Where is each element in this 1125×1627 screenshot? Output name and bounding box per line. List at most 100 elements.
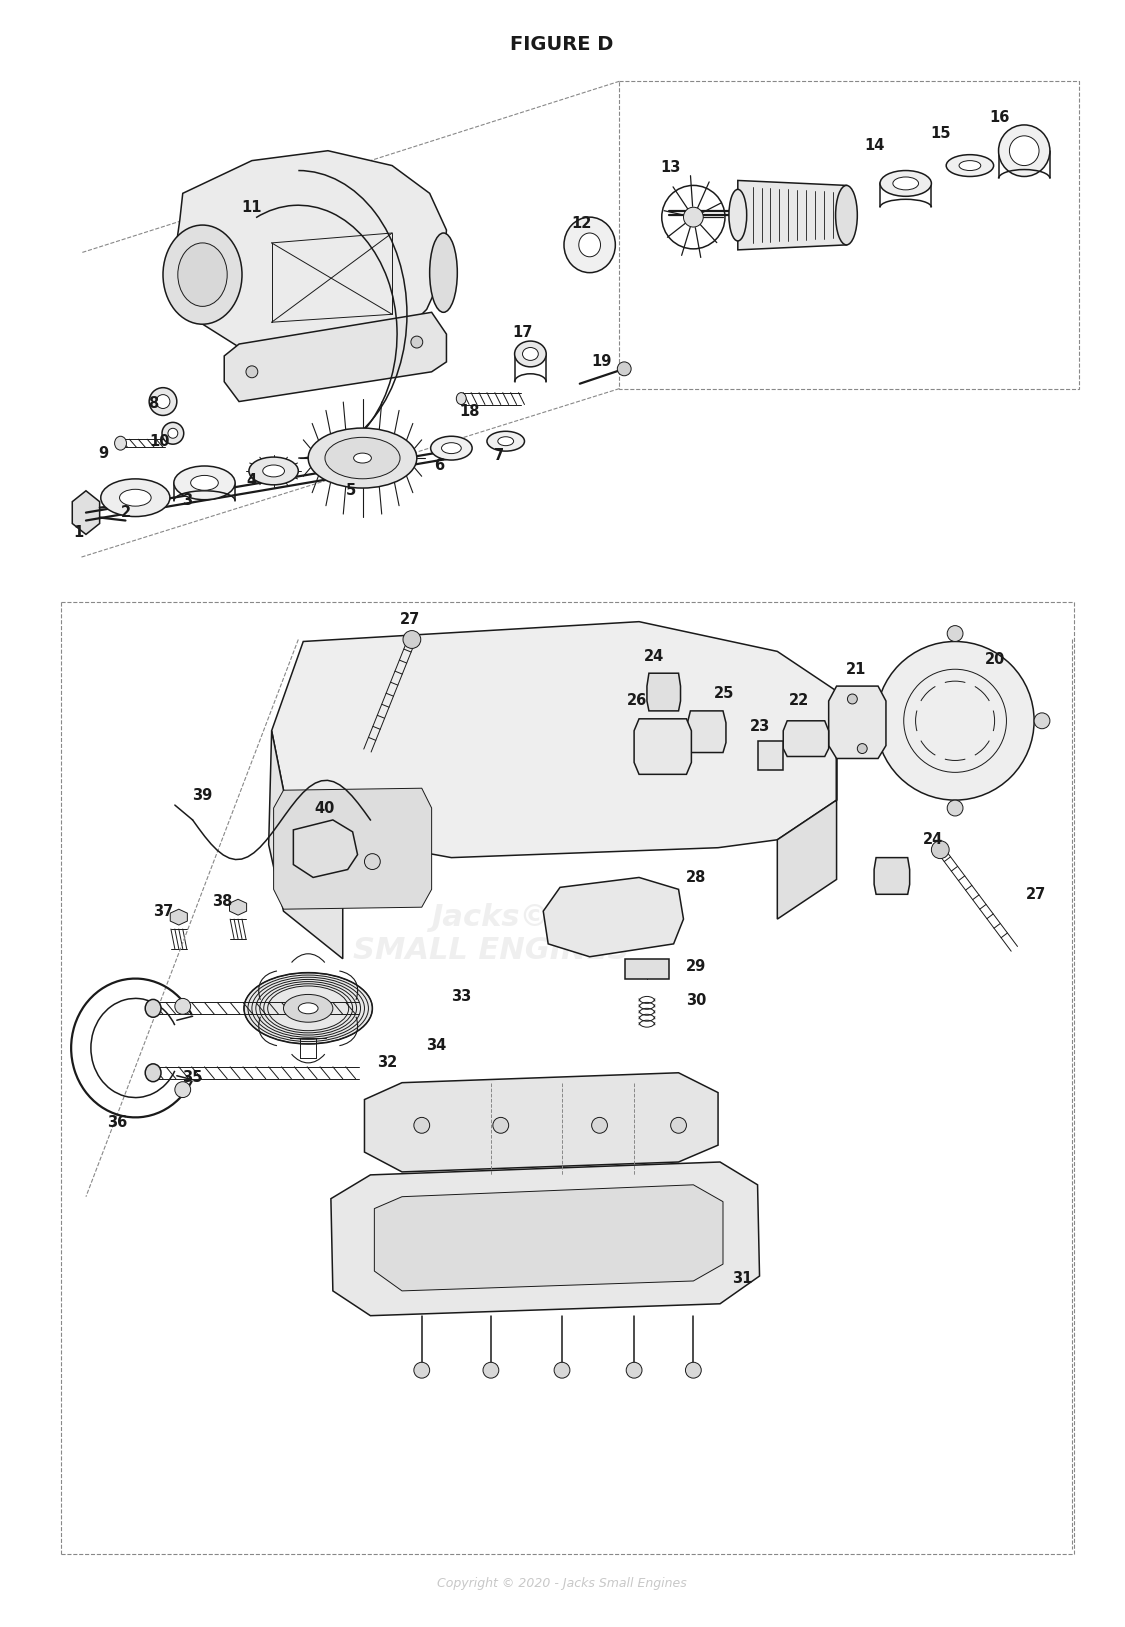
- Ellipse shape: [150, 387, 177, 415]
- Text: 30: 30: [686, 992, 706, 1007]
- Text: 17: 17: [512, 325, 533, 340]
- Text: 32: 32: [377, 1056, 397, 1071]
- Text: 28: 28: [686, 870, 706, 885]
- Text: 29: 29: [686, 960, 706, 975]
- Text: 40: 40: [315, 800, 335, 815]
- Polygon shape: [331, 1162, 759, 1316]
- Ellipse shape: [284, 994, 333, 1022]
- Polygon shape: [829, 687, 886, 758]
- Text: 15: 15: [930, 127, 951, 142]
- Text: 34: 34: [426, 1038, 447, 1054]
- Circle shape: [857, 744, 867, 753]
- Text: FIGURE D: FIGURE D: [511, 36, 614, 54]
- Text: 11: 11: [242, 200, 262, 215]
- Text: 38: 38: [213, 893, 233, 909]
- Text: 13: 13: [660, 159, 681, 176]
- Text: 12: 12: [572, 216, 592, 231]
- Ellipse shape: [487, 431, 524, 451]
- Ellipse shape: [244, 973, 372, 1045]
- Polygon shape: [375, 1184, 723, 1290]
- Ellipse shape: [893, 177, 918, 190]
- Circle shape: [947, 800, 963, 817]
- Ellipse shape: [190, 475, 218, 490]
- Text: 20: 20: [984, 652, 1005, 667]
- Text: 26: 26: [627, 693, 647, 708]
- Ellipse shape: [119, 490, 151, 506]
- Polygon shape: [687, 711, 726, 753]
- Text: 37: 37: [153, 903, 173, 919]
- Circle shape: [403, 631, 421, 649]
- Polygon shape: [229, 900, 246, 914]
- Ellipse shape: [325, 438, 400, 478]
- Polygon shape: [738, 181, 846, 251]
- Text: 16: 16: [989, 111, 1010, 125]
- Polygon shape: [174, 151, 447, 364]
- Polygon shape: [874, 857, 910, 895]
- Ellipse shape: [308, 428, 417, 488]
- Text: 2: 2: [120, 504, 130, 521]
- Text: 23: 23: [749, 719, 770, 734]
- Polygon shape: [72, 491, 100, 534]
- Text: 18: 18: [459, 403, 479, 420]
- Circle shape: [876, 641, 1034, 800]
- Text: 31: 31: [732, 1271, 753, 1285]
- Ellipse shape: [564, 216, 615, 273]
- Text: 1: 1: [73, 526, 83, 540]
- Ellipse shape: [457, 392, 466, 405]
- Ellipse shape: [298, 1002, 318, 1014]
- Text: 9: 9: [99, 446, 109, 460]
- Text: 21: 21: [846, 662, 866, 677]
- Text: 22: 22: [789, 693, 809, 708]
- Circle shape: [493, 1118, 508, 1134]
- Circle shape: [618, 361, 631, 376]
- Ellipse shape: [115, 436, 126, 451]
- Ellipse shape: [958, 161, 981, 171]
- Text: Jacks©
SMALL ENGINES: Jacks© SMALL ENGINES: [352, 903, 629, 965]
- Ellipse shape: [163, 225, 242, 324]
- Ellipse shape: [101, 478, 170, 516]
- Polygon shape: [543, 877, 684, 957]
- Ellipse shape: [946, 155, 993, 176]
- Circle shape: [932, 841, 950, 859]
- Ellipse shape: [249, 457, 298, 485]
- Polygon shape: [170, 909, 188, 926]
- Circle shape: [947, 626, 963, 641]
- Text: 5: 5: [345, 483, 356, 498]
- Ellipse shape: [836, 185, 857, 246]
- Text: 33: 33: [451, 989, 471, 1004]
- Ellipse shape: [431, 436, 472, 460]
- Polygon shape: [294, 820, 358, 877]
- Polygon shape: [647, 674, 681, 711]
- Ellipse shape: [430, 233, 458, 312]
- Polygon shape: [364, 1072, 718, 1171]
- Polygon shape: [273, 787, 432, 909]
- Text: 19: 19: [592, 355, 612, 369]
- Circle shape: [684, 207, 703, 228]
- Circle shape: [685, 1362, 701, 1378]
- Ellipse shape: [168, 428, 178, 438]
- Text: 27: 27: [399, 612, 420, 626]
- Ellipse shape: [497, 436, 514, 446]
- Polygon shape: [224, 312, 447, 402]
- Ellipse shape: [162, 423, 183, 444]
- Text: 35: 35: [182, 1071, 202, 1085]
- Circle shape: [174, 1082, 190, 1098]
- Text: Copyright © 2020 - Jacks Small Engines: Copyright © 2020 - Jacks Small Engines: [438, 1577, 687, 1590]
- Ellipse shape: [145, 999, 161, 1017]
- Ellipse shape: [178, 242, 227, 306]
- Ellipse shape: [263, 465, 285, 477]
- Text: 27: 27: [1026, 887, 1046, 901]
- Text: 39: 39: [192, 787, 213, 802]
- Circle shape: [246, 366, 258, 377]
- Circle shape: [670, 1118, 686, 1134]
- Polygon shape: [626, 958, 668, 978]
- Polygon shape: [777, 691, 837, 919]
- Ellipse shape: [522, 348, 538, 361]
- Circle shape: [555, 1362, 570, 1378]
- Polygon shape: [271, 622, 837, 857]
- Ellipse shape: [1009, 135, 1040, 166]
- Ellipse shape: [441, 443, 461, 454]
- Circle shape: [414, 1362, 430, 1378]
- Text: 7: 7: [494, 447, 504, 462]
- Circle shape: [847, 695, 857, 704]
